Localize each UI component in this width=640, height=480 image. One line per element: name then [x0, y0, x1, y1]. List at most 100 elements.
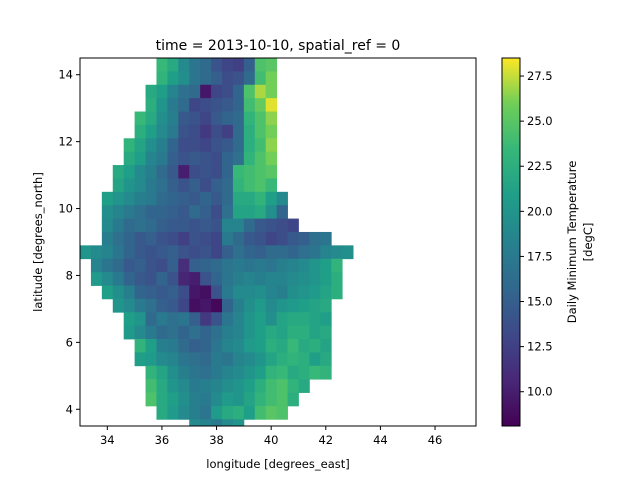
- heatmap-cell: [276, 379, 288, 393]
- y-tick-label: 10: [58, 202, 73, 216]
- y-tick-label: 8: [66, 268, 73, 282]
- heatmap-cell: [287, 231, 299, 246]
- heatmap-cell: [243, 58, 256, 72]
- heatmap-cell: [134, 312, 146, 327]
- heatmap-cell: [156, 71, 168, 86]
- heatmap-cell: [298, 272, 310, 286]
- heatmap-cell: [189, 419, 201, 426]
- heatmap-cell: [112, 218, 125, 233]
- heatmap-cell: [211, 218, 223, 233]
- heatmap-cell: [265, 365, 278, 380]
- heatmap-cell: [145, 165, 157, 179]
- heatmap-cell: [320, 298, 332, 313]
- heatmap-cell: [134, 138, 146, 153]
- heatmap-cell: [265, 312, 278, 327]
- heatmap-cell: [298, 352, 310, 367]
- heatmap-cell: [145, 352, 157, 367]
- heatmap-cell: [265, 298, 278, 313]
- heatmap-cell: [134, 285, 146, 300]
- heatmap-cell: [145, 84, 157, 99]
- heatmap-cell: [189, 258, 201, 273]
- heatmap-cell: [342, 245, 354, 260]
- heatmap-cell: [156, 352, 168, 367]
- heatmap-cell: [254, 71, 267, 86]
- heatmap-cell: [287, 379, 299, 393]
- heatmap-cells: [80, 58, 354, 426]
- heatmap-cell: [287, 352, 299, 367]
- heatmap-cell: [123, 151, 136, 166]
- heatmap-cell: [200, 124, 212, 139]
- heatmap-cell: [167, 272, 179, 286]
- heatmap-cell: [265, 352, 278, 367]
- heatmap-cell: [265, 111, 278, 126]
- heatmap-cell: [222, 339, 234, 353]
- heatmap-cell: [211, 178, 223, 193]
- heatmap-cell: [211, 58, 223, 72]
- heatmap-cell: [298, 285, 310, 300]
- heatmap-cell: [211, 245, 223, 260]
- heatmap-cell: [222, 138, 234, 153]
- x-tick-label: 36: [155, 433, 170, 447]
- heatmap-cell: [145, 298, 157, 313]
- heatmap-cell: [167, 165, 179, 179]
- heatmap-cell: [243, 365, 256, 380]
- heatmap-cell: [211, 138, 223, 153]
- x-tick-label: 42: [318, 433, 333, 447]
- heatmap-cell: [320, 352, 332, 367]
- heatmap-cell: [254, 258, 267, 273]
- heatmap-cell: [254, 245, 267, 260]
- heatmap-cell: [156, 205, 168, 219]
- heatmap-cell: [178, 258, 190, 273]
- heatmap-cell: [232, 71, 245, 86]
- heatmap-cell: [189, 138, 201, 153]
- heatmap-cell: [254, 339, 267, 353]
- heatmap-cell: [265, 191, 278, 206]
- heatmap-cell: [167, 191, 179, 206]
- heatmap-cell: [320, 365, 332, 380]
- heatmap-cell: [178, 98, 190, 112]
- heatmap-cell: [123, 191, 136, 206]
- heatmap-cell: [145, 191, 157, 206]
- heatmap-cell: [222, 379, 234, 393]
- heatmap-cell: [145, 392, 157, 407]
- heatmap-cell: [331, 285, 343, 300]
- heatmap-cell: [222, 191, 234, 206]
- heatmap-cell: [232, 205, 245, 219]
- heatmap-cell: [90, 245, 103, 260]
- heatmap-cell: [167, 285, 179, 300]
- heatmap-cell: [331, 245, 343, 260]
- heatmap-cell: [211, 312, 223, 327]
- heatmap-cell: [254, 352, 267, 367]
- heatmap-cell: [189, 58, 201, 72]
- heatmap-cell: [309, 339, 321, 353]
- heatmap-cell: [232, 138, 245, 153]
- heatmap-cell: [178, 272, 190, 286]
- heatmap-cell: [211, 191, 223, 206]
- heatmap-cell: [145, 138, 157, 153]
- heatmap-cell: [320, 285, 332, 300]
- heatmap-cell: [320, 312, 332, 327]
- heatmap-cell: [222, 165, 234, 179]
- heatmap-cell: [156, 285, 168, 300]
- heatmap-cell: [265, 245, 278, 260]
- heatmap-cell: [211, 231, 223, 246]
- heatmap-cell: [287, 218, 299, 233]
- heatmap-cell: [276, 325, 288, 340]
- colorbar-tick-label: 12.5: [527, 340, 553, 354]
- heatmap-cell: [222, 405, 234, 420]
- heatmap-cell: [178, 325, 190, 340]
- heatmap-cell: [265, 231, 278, 246]
- heatmap-cell: [167, 298, 179, 313]
- heatmap-cell: [211, 339, 223, 353]
- heatmap-cell: [254, 231, 267, 246]
- heatmap-cell: [276, 339, 288, 353]
- heatmap-cell: [101, 272, 114, 286]
- heatmap-cell: [200, 205, 212, 219]
- heatmap-cell: [134, 272, 146, 286]
- heatmap-cell: [265, 285, 278, 300]
- heatmap-cell: [232, 191, 245, 206]
- y-axis-label: latitude [degrees_north]: [31, 172, 45, 312]
- heatmap-cell: [298, 231, 310, 246]
- heatmap-cell: [145, 151, 157, 166]
